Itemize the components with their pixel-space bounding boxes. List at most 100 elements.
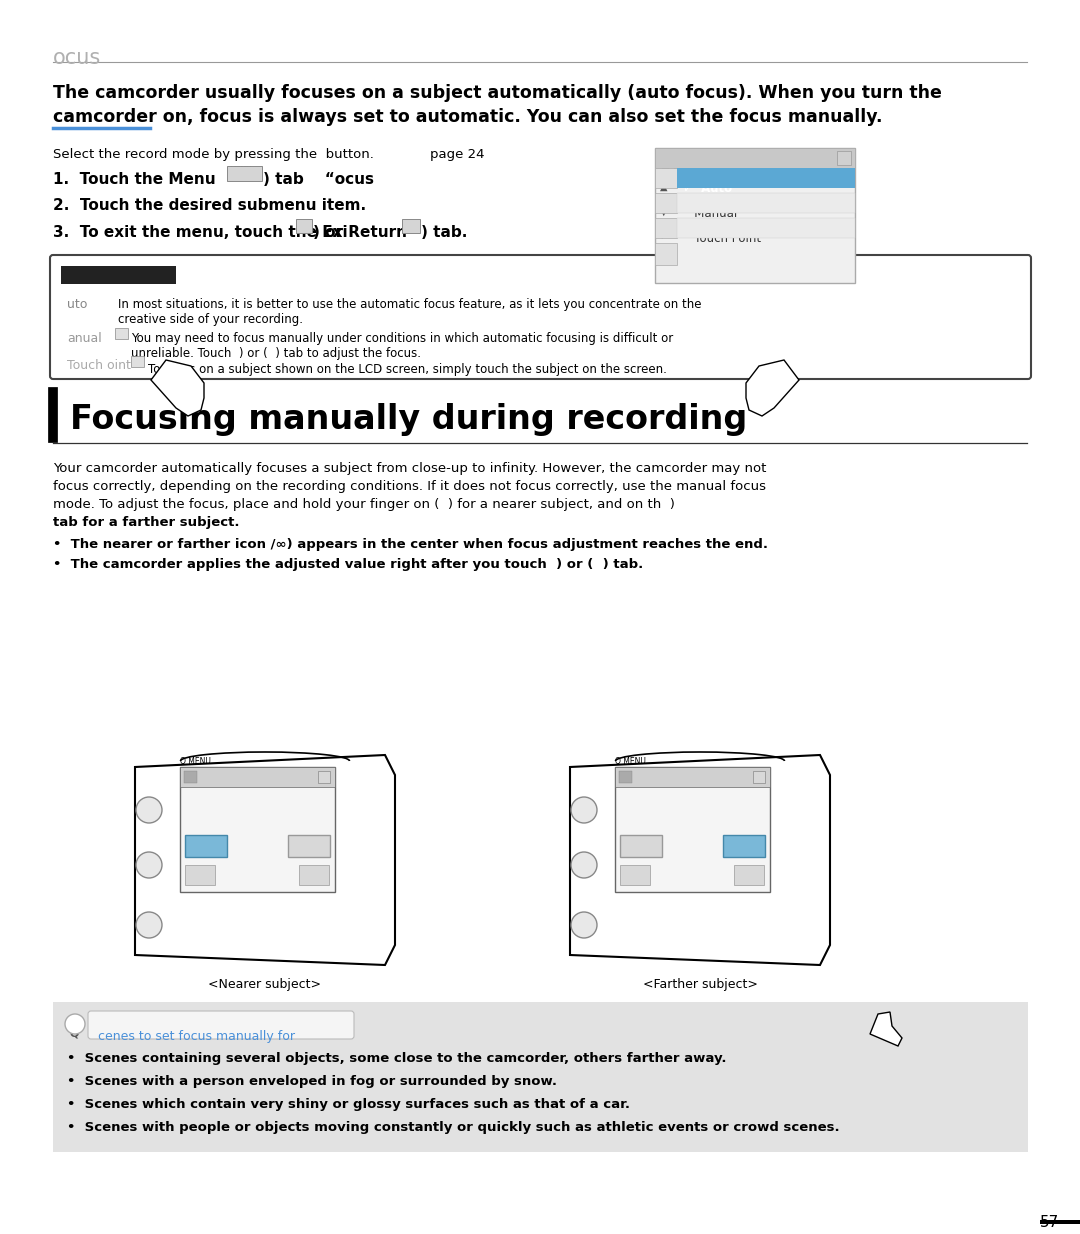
FancyBboxPatch shape [50,255,1031,379]
Text: You may need to focus manually under conditions in which automatic focusing is d: You may need to focus manually under con… [131,332,673,346]
Bar [227,167,262,181]
Circle shape [136,851,162,879]
Text: <Nearer subject>: <Nearer subject> [208,979,322,991]
Text: ↵: ↵ [623,880,631,890]
Bar [615,768,770,787]
Bar [185,865,215,885]
Circle shape [136,797,162,823]
Bar [131,355,144,366]
Text: ▲: ▲ [660,181,667,193]
Text: < ⓦ: < ⓦ [188,851,205,861]
Bar [1040,1220,1080,1224]
Bar [299,865,329,885]
Bar [677,193,855,213]
Text: •  The camcorder applies the adjusted value right after you touch  ) or (  ) tab: • The camcorder applies the adjusted val… [53,558,644,571]
Text: T: T [144,803,150,813]
Text: < ⓦ: < ⓦ [623,851,640,861]
Text: ) tab.: ) tab. [421,225,468,239]
Text: W: W [144,860,154,870]
Circle shape [136,912,162,938]
Text: Your camcorder automatically focuses a subject from close-up to infinity. Howeve: Your camcorder automatically focuses a s… [53,462,767,475]
Text: In most situations, it is better to use the automatic focus feature, as it lets : In most situations, it is better to use … [118,297,702,311]
Text: The camcorder usually focuses on a subject automatically (auto focus). When you : The camcorder usually focuses on a subje… [53,84,942,102]
Text: Q: Q [69,1029,79,1039]
Text: ▼: ▼ [660,207,667,217]
Text: T: T [579,803,585,813]
Text: 1/1: 1/1 [657,231,670,239]
Text: camcorder on, focus is always set to automatic. You can also set the focus manua: camcorder on, focus is always set to aut… [53,109,882,126]
Bar [288,835,330,856]
Bar [654,243,677,265]
Text: <Farther subject>: <Farther subject> [643,979,757,991]
Bar [184,771,197,784]
Text: tab for a farther subject.: tab for a farther subject. [53,516,240,529]
Text: ↵: ↵ [404,220,413,230]
Text: Manual: Manual [200,782,238,792]
Polygon shape [870,1012,902,1046]
Bar [615,768,770,892]
Text: Manual: Manual [683,207,738,220]
Bar [620,865,650,885]
Text: focus correctly, depending on the recording conditions. If it does not focus cor: focus correctly, depending on the record… [53,480,766,494]
Text: x: x [755,781,760,790]
Circle shape [571,851,597,879]
Text: Manual: Manual [635,782,673,792]
Text: ■: ■ [660,163,670,173]
Bar [654,168,677,188]
Text: ocus: ocus [53,48,102,68]
Circle shape [65,1014,85,1034]
Text: 2.  Touch the desired submenu item.: 2. Touch the desired submenu item. [53,197,366,213]
Text: mode. To adjust the focus, place and hold your finger on (  ) for a nearer subje: mode. To adjust the focus, place and hol… [53,499,675,511]
Text: •  Scenes with a person enveloped in fog or surrounded by snow.: • Scenes with a person enveloped in fog … [67,1075,557,1088]
Polygon shape [746,360,799,416]
Text: W: W [579,860,590,870]
Text: •  Scenes containing several objects, some close to the camcorder, others farthe: • Scenes containing several objects, som… [67,1053,727,1065]
Text: •  The nearer or farther icon /∞) appears in the center when focus adjustment re: • The nearer or farther icon /∞) appears… [53,538,768,552]
Text: 3.  To exit the menu, touch the Exi: 3. To exit the menu, touch the Exi [53,225,348,239]
Text: AF: AF [303,880,314,888]
Text: unreliable. Touch  ) or (  ) tab to adjust the focus.: unreliable. Touch ) or ( ) tab to adjust… [131,347,421,360]
Text: ↵: ↵ [659,258,669,268]
Text: 10CM: 10CM [243,811,271,821]
Text: ∞ >: ∞ > [725,851,744,861]
Bar [402,218,420,233]
Text: x: x [320,781,325,790]
Text: Touch Point: Touch Point [683,232,761,246]
Text: anual: anual [67,332,102,346]
Bar [654,148,855,168]
Text: Focusing manually during recording: Focusing manually during recording [70,404,747,436]
Bar [296,218,312,233]
Bar [53,1002,1028,1153]
Bar [619,771,632,784]
Bar [654,193,677,213]
Text: 1.  Touch the Menu: 1. Touch the Menu [53,172,216,188]
Bar [734,865,764,885]
Text: To focus on a subject shown on the LCD screen, simply touch the subject on the s: To focus on a subject shown on the LCD s… [148,363,666,376]
Text: ✓  Auto: ✓ Auto [683,181,732,195]
Text: Focus: Focus [673,163,711,176]
Bar [837,151,851,165]
Text: ↵: ↵ [188,880,197,890]
Bar [654,218,677,238]
Text: uto: uto [67,297,87,311]
Bar [180,768,335,892]
Bar [620,835,662,856]
Text: 57: 57 [1040,1215,1059,1230]
Text: ) tab    “ocus: ) tab “ocus [264,172,374,188]
Text: page 24: page 24 [430,148,485,160]
Text: x: x [298,220,305,230]
Polygon shape [151,360,204,416]
Text: •  Scenes with people or objects moving constantly or quickly such as athletic e: • Scenes with people or objects moving c… [67,1120,839,1134]
Text: MENU: MENU [229,167,252,175]
Text: Touch oint: Touch oint [67,359,131,371]
Bar [60,267,176,284]
Bar [677,218,855,238]
Text: ∞ >: ∞ > [291,851,309,861]
Text: creative side of your recording.: creative side of your recording. [118,313,303,326]
Text: ubmenu items: ubmenu items [65,280,154,290]
Bar [180,768,335,787]
Bar [753,771,765,784]
Text: AF: AF [738,880,750,888]
Bar [723,835,765,856]
Circle shape [571,912,597,938]
